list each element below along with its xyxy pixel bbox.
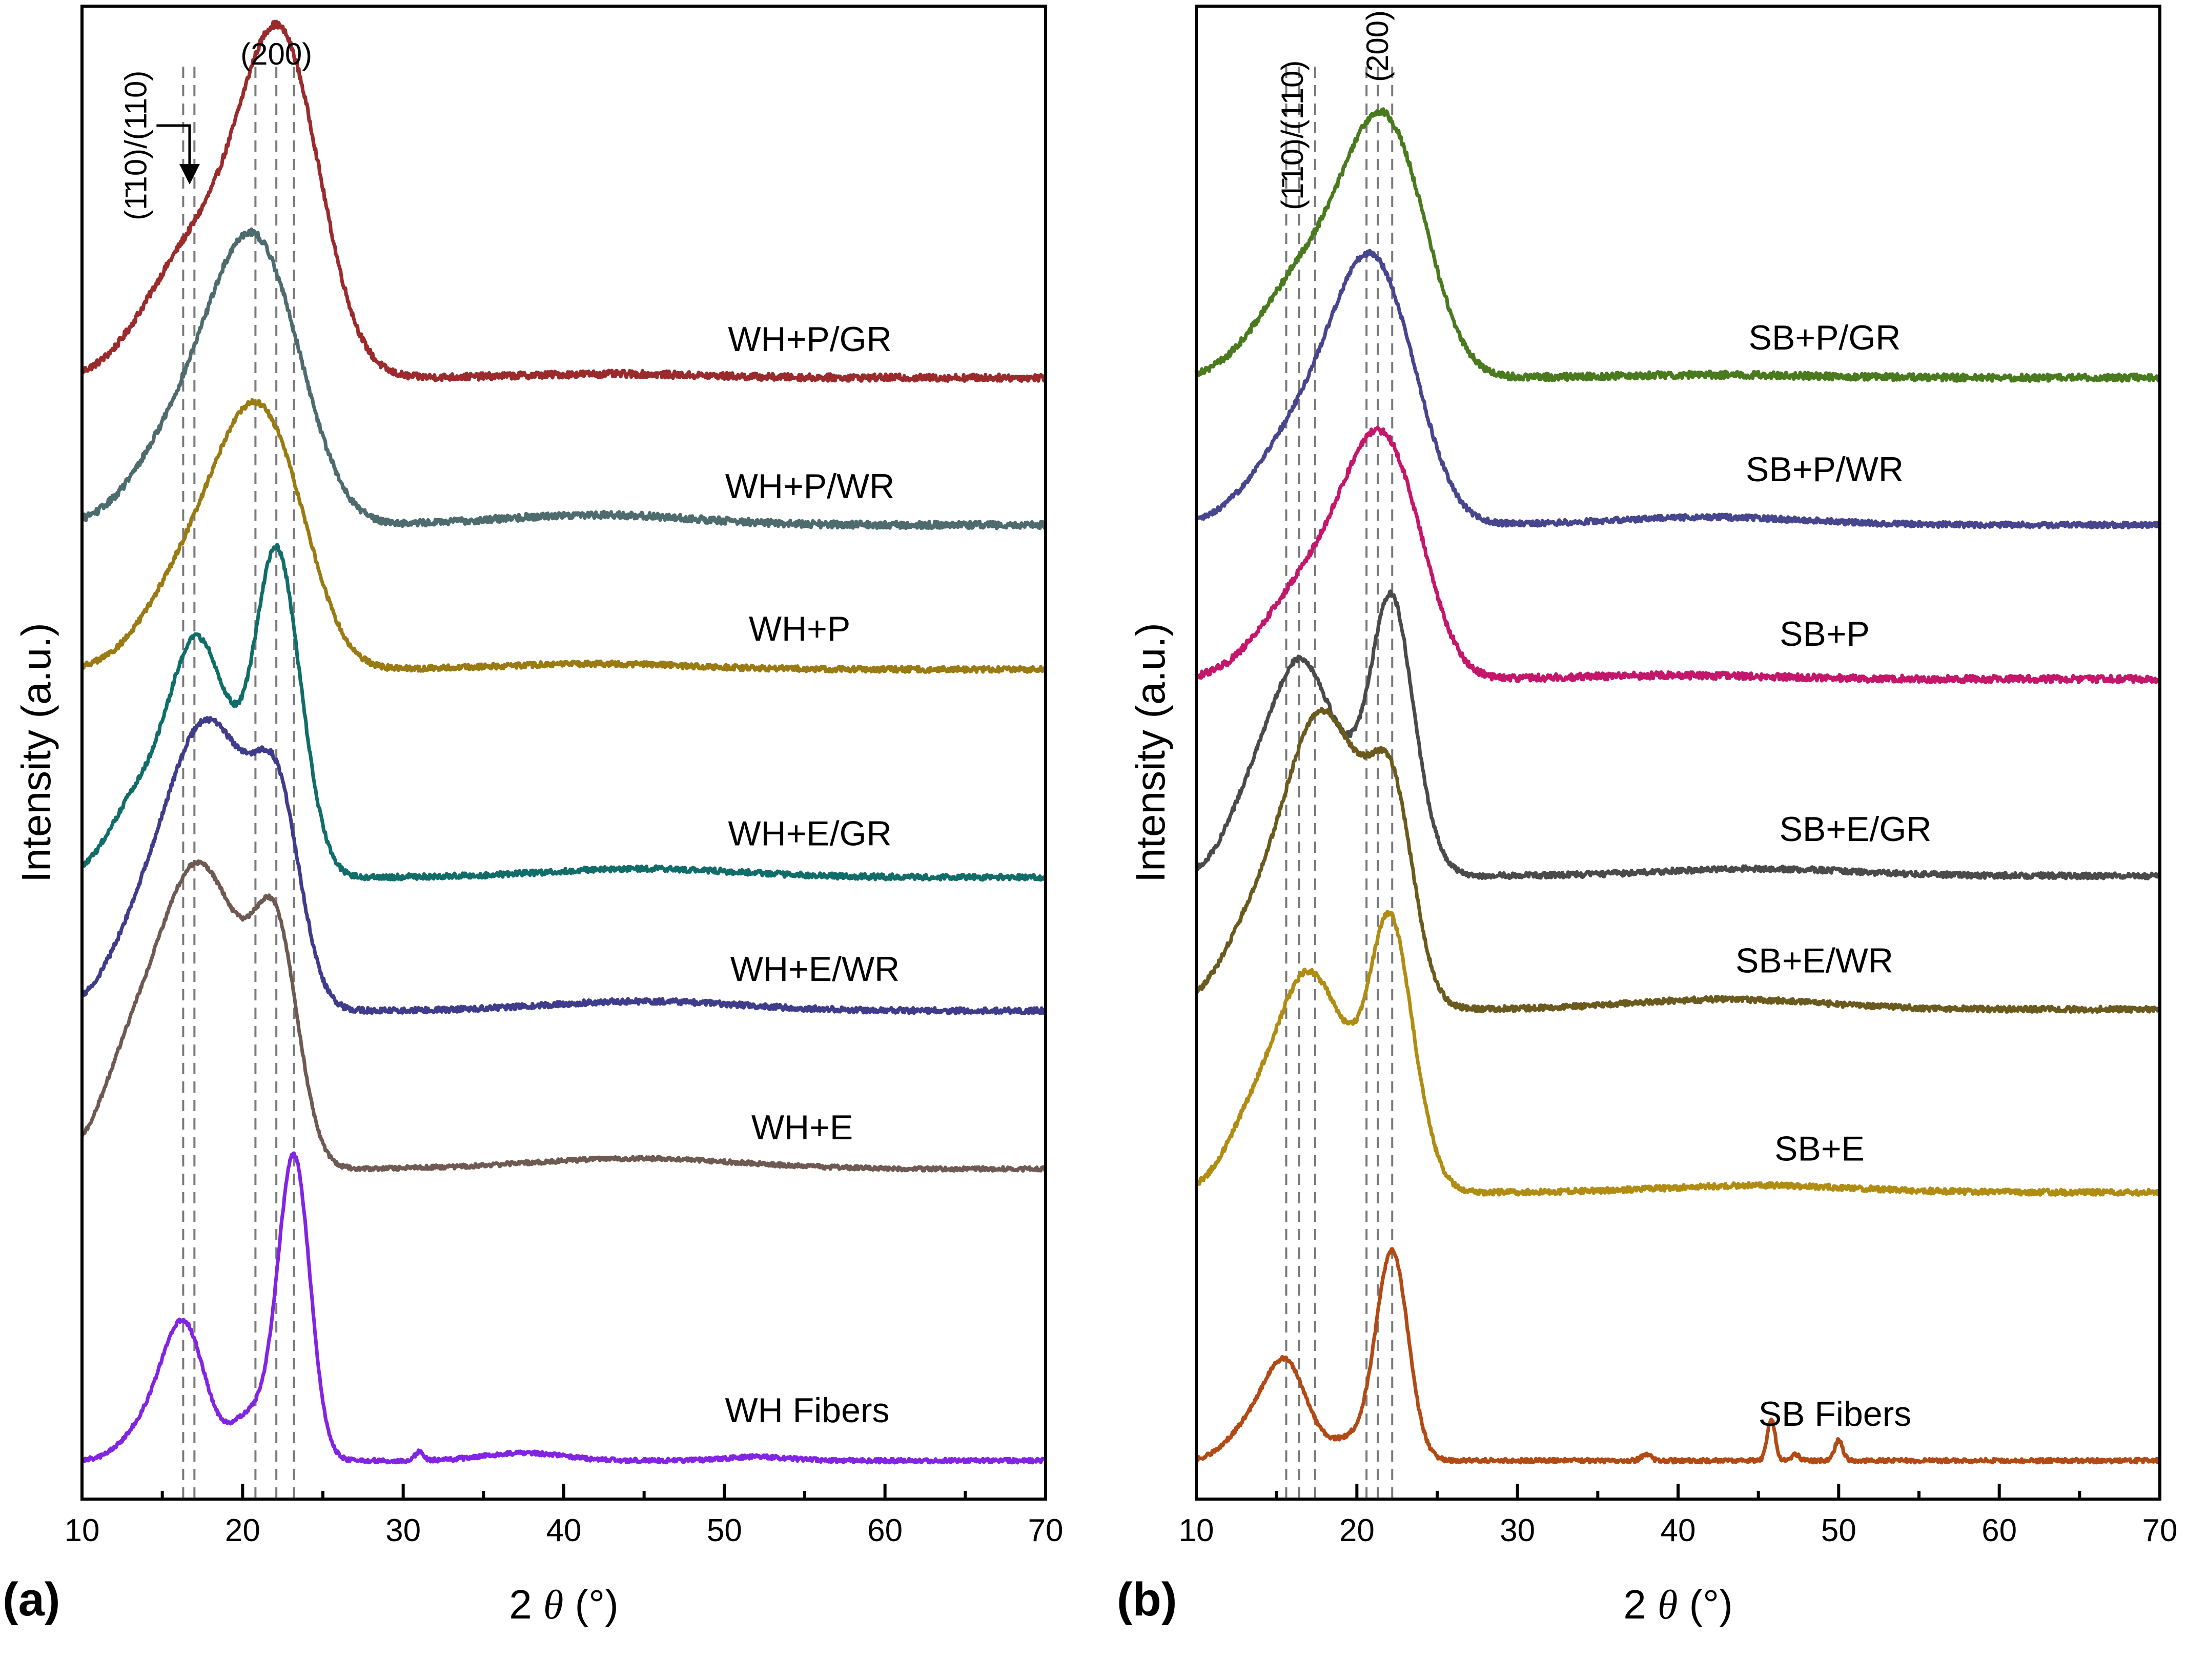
series-line-wh-e-gr xyxy=(80,543,1047,882)
x-tick-label: 60 xyxy=(867,1513,903,1548)
series-label: SB+E xyxy=(1774,1129,1865,1168)
plot-frame xyxy=(1195,5,2161,1501)
x-tick-label: 60 xyxy=(1981,1513,2017,1548)
series-line-sb-e xyxy=(1194,910,2161,1197)
series-line-wh-fibers xyxy=(80,1151,1047,1465)
x-tick-label: 20 xyxy=(1339,1513,1375,1548)
series-label: WH Fibers xyxy=(725,1391,889,1430)
x-tick-label: 10 xyxy=(1179,1513,1214,1548)
series-label: SB+P/WR xyxy=(1746,450,1904,489)
series-label: SB+E/WR xyxy=(1735,941,1893,980)
x-tick-label: 10 xyxy=(65,1513,100,1548)
series-line-sb-p-wr xyxy=(1195,249,2162,529)
x-axis-label-prefix: 2 xyxy=(509,1582,543,1627)
series-line-wh-e-wr xyxy=(80,716,1048,1015)
x-tick-label: 40 xyxy=(546,1513,582,1548)
panel-a: WH+P/GR WH+P/WR WH+P WH+E/GR WH+E/WR WH+E WH F… xyxy=(3,5,1064,1628)
x-axis-label-prefix: 2 xyxy=(1623,1582,1658,1627)
x-axis-label: 2 θ (°) xyxy=(509,1582,619,1628)
series-label: SB+P xyxy=(1780,614,1870,653)
series-label: SB+E/GR xyxy=(1780,810,1932,849)
y-axis-label: Intensity (a.u.) xyxy=(1128,623,1173,883)
series-line-sb-p-gr xyxy=(1194,107,2161,383)
annotation-200: (200) xyxy=(240,37,312,71)
series-label: WH+E xyxy=(751,1108,853,1147)
series-label: WH+E/WR xyxy=(730,950,900,989)
x-tick-label: 30 xyxy=(385,1513,421,1548)
series-line-sb-e-wr xyxy=(1195,707,2162,1014)
series-line-sb-fibers xyxy=(1195,1247,2161,1465)
panel-label: (a) xyxy=(3,1573,60,1626)
series-line-wh-p xyxy=(80,398,1048,674)
series-label: WH+P/GR xyxy=(728,320,891,359)
series-line-sb-p xyxy=(1194,425,2162,685)
series-label: WH+E/GR xyxy=(728,814,891,853)
series-label: SB Fibers xyxy=(1759,1395,1912,1433)
annotation-200: (200) xyxy=(1360,10,1395,82)
panel-label: (b) xyxy=(1117,1573,1177,1626)
y-axis-label: Intensity (a.u.) xyxy=(13,623,59,883)
x-tick-label: 50 xyxy=(1821,1513,1856,1548)
x-axis-label-theta: θ xyxy=(543,1583,563,1628)
x-tick-label: 20 xyxy=(225,1513,260,1548)
annotation-110: (1̄10)/(110) xyxy=(1275,60,1310,210)
x-tick-label: 30 xyxy=(1500,1513,1535,1548)
series-line-wh-p-gr xyxy=(80,19,1047,383)
x-tick-label: 40 xyxy=(1661,1513,1696,1548)
x-tick-label: 50 xyxy=(707,1513,742,1548)
plot-frame xyxy=(80,5,1047,1501)
x-axis-label: 2 θ (°) xyxy=(1623,1582,1733,1628)
series-label: WH+P/WR xyxy=(725,467,895,506)
x-axis-label-suffix: (°) xyxy=(563,1582,619,1627)
x-axis-label-suffix: (°) xyxy=(1678,1582,1733,1627)
x-tick-label: 70 xyxy=(2142,1513,2178,1548)
annotation-arrow xyxy=(156,124,191,167)
series-line-wh-p-wr xyxy=(81,227,1048,530)
panel-b: SB+P/GR SB+P/WR SB+P SB+E/GR SB+E/WR SB+E SB F… xyxy=(1117,5,2178,1628)
x-axis-label-theta: θ xyxy=(1658,1583,1678,1628)
series-label: WH+P xyxy=(749,609,850,648)
annotation-110: (1̄10)/(110) xyxy=(118,71,153,220)
x-tick-label: 70 xyxy=(1028,1513,1064,1548)
annotation-arrowhead xyxy=(179,164,200,185)
series-label: SB+P/GR xyxy=(1749,318,1901,357)
series-line-wh-e xyxy=(80,859,1047,1173)
series-line-sb-e-gr xyxy=(1195,589,2161,880)
